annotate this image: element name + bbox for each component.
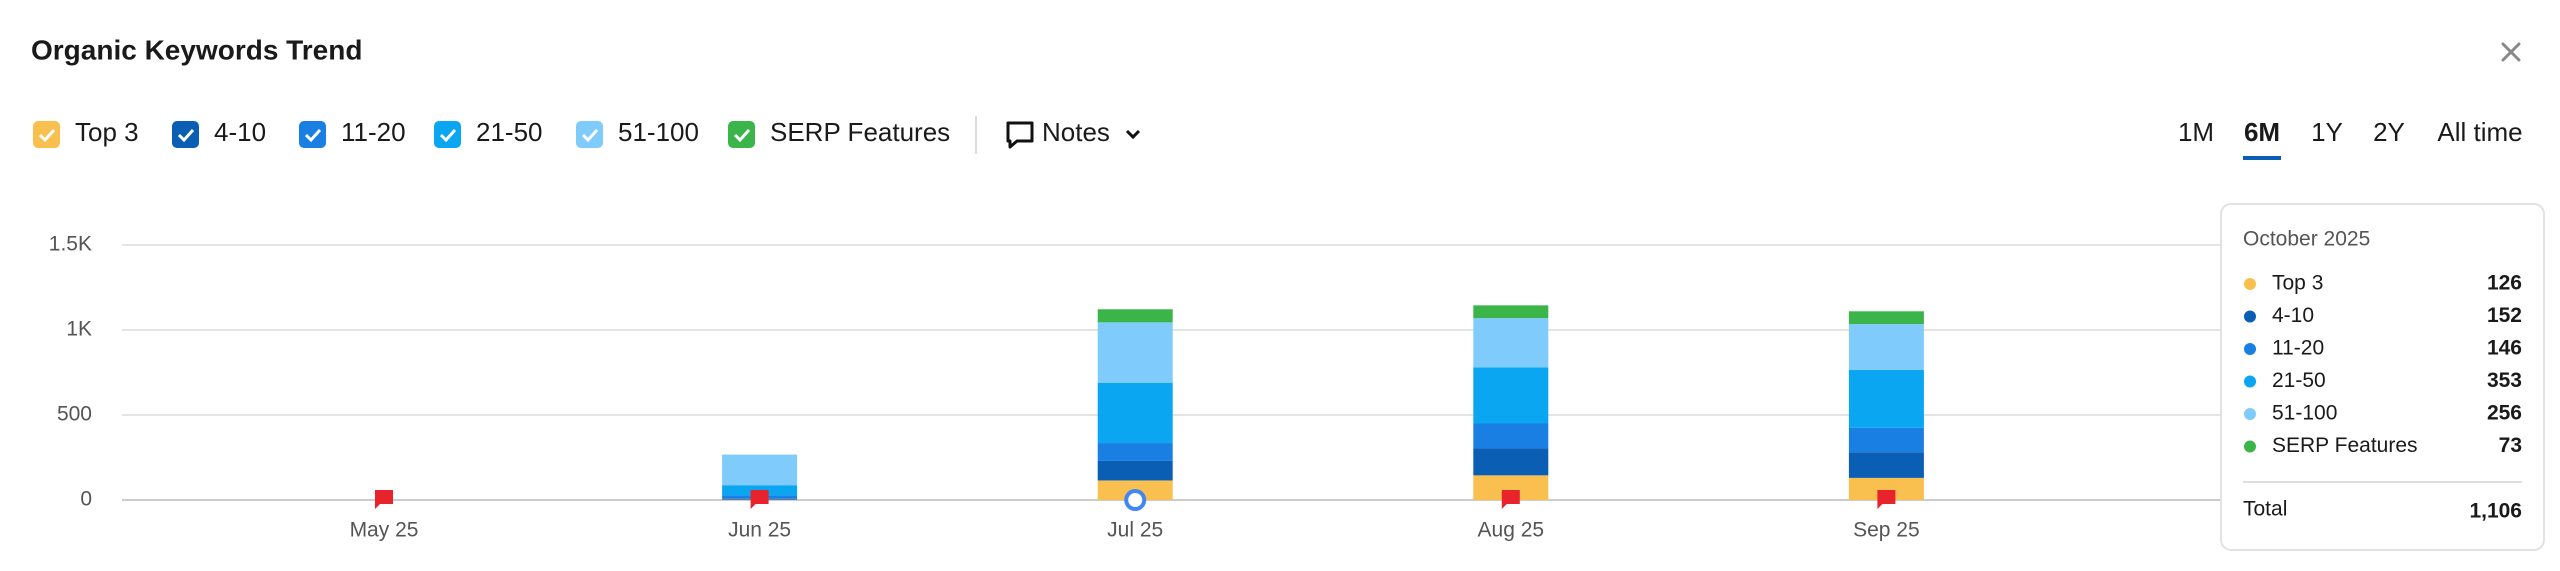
bar-segment	[1098, 443, 1173, 461]
tooltip-label: SERP Features	[2272, 434, 2418, 457]
time-range-button[interactable]: 1Y	[2311, 117, 2343, 147]
bar-segment	[1473, 448, 1548, 475]
tooltip-value: 146	[2487, 337, 2522, 360]
bar-segment	[1473, 367, 1548, 423]
tooltip-dot	[2244, 311, 2256, 323]
legend-checkbox	[576, 121, 603, 148]
bar-segment	[1098, 461, 1173, 481]
tooltip-value: 152	[2487, 304, 2522, 327]
tooltip-dot	[2244, 343, 2256, 355]
legend-item[interactable]: 11-20	[299, 117, 406, 148]
legend-item[interactable]: 51-100	[576, 117, 699, 148]
note-flag[interactable]	[1877, 490, 1895, 509]
legend-label: 51-100	[618, 117, 699, 147]
bar-segment	[1849, 370, 1924, 428]
note-flag[interactable]	[1502, 490, 1520, 509]
y-tick-label: 500	[57, 403, 92, 426]
time-range-button[interactable]: All time	[2437, 117, 2522, 147]
bar-segment	[1473, 424, 1548, 449]
close-button[interactable]	[2503, 44, 2519, 60]
x-tick-label: Jul 25	[1107, 519, 1163, 542]
tooltip-label: 11-20	[2272, 337, 2324, 360]
tooltip-value: 256	[2487, 402, 2522, 425]
bar-segment	[1849, 428, 1924, 453]
legend-label: 21-50	[476, 117, 543, 147]
tooltip-label: 4-10	[2272, 304, 2314, 327]
legend-checkbox	[172, 121, 199, 148]
bar-segment	[1849, 311, 1924, 324]
tooltip-title: October 2025	[2243, 228, 2370, 251]
tooltip-total-label: Total	[2243, 498, 2287, 521]
chart-title: Organic Keywords Trend	[31, 34, 362, 65]
bar-segment	[1473, 305, 1548, 318]
bar-segment	[1098, 383, 1173, 443]
active-underline	[2243, 156, 2281, 160]
bar-segment	[1849, 324, 1924, 370]
bar-segment	[722, 455, 797, 486]
time-range-button[interactable]: 6M	[2244, 117, 2280, 147]
tooltip-dot	[2244, 408, 2256, 420]
notes-icon	[1008, 123, 1032, 147]
tooltip-dot	[2244, 376, 2256, 388]
bar-segment	[1098, 309, 1173, 322]
legend-label: Top 3	[75, 117, 139, 147]
x-tick-label: Sep 25	[1853, 519, 1920, 542]
legend-item[interactable]: Top 3	[33, 117, 139, 148]
tooltip-label: 21-50	[2272, 369, 2326, 392]
legend-label: 11-20	[341, 117, 406, 147]
note-flag[interactable]	[375, 490, 393, 509]
tooltip-value: 126	[2487, 272, 2522, 295]
bar-segment	[1849, 452, 1924, 478]
legend-checkbox	[728, 121, 755, 148]
notes-button[interactable]: Notes	[1008, 117, 1139, 147]
notes-label: Notes	[1042, 117, 1110, 147]
chevron	[1127, 131, 1139, 137]
tooltip-label: 51-100	[2272, 402, 2337, 425]
tooltip-total: 1,106	[2469, 500, 2522, 523]
legend-checkbox	[299, 121, 326, 148]
legend-label: 4-10	[214, 117, 266, 147]
bar-segment	[1098, 322, 1173, 382]
x-tick-label: May 25	[350, 519, 419, 542]
google-update-marker[interactable]	[1126, 491, 1144, 509]
tooltip-dot	[2244, 278, 2256, 290]
legend-label: SERP Features	[770, 117, 950, 147]
legend-checkbox	[434, 121, 461, 148]
tooltip-value: 73	[2499, 434, 2522, 457]
tooltip-value: 353	[2487, 369, 2522, 392]
x-tick-label: Jun 25	[728, 519, 791, 542]
x-tick-label: Aug 25	[1478, 519, 1545, 542]
bar-segment	[1473, 318, 1548, 367]
legend-item[interactable]: SERP Features	[728, 117, 950, 148]
note-flag[interactable]	[751, 490, 769, 509]
y-tick-label: 1.5K	[49, 233, 92, 256]
time-range-button[interactable]: 2Y	[2373, 117, 2405, 147]
legend-item[interactable]: 4-10	[172, 117, 266, 148]
y-tick-label: 1K	[66, 318, 92, 341]
y-tick-label: 0	[80, 488, 92, 511]
legend-item[interactable]: 21-50	[434, 117, 543, 148]
time-range-button[interactable]: 1M	[2178, 117, 2214, 147]
legend-checkbox	[33, 121, 60, 148]
tooltip-label: Top 3	[2272, 272, 2323, 295]
tooltip-dot	[2244, 441, 2256, 453]
